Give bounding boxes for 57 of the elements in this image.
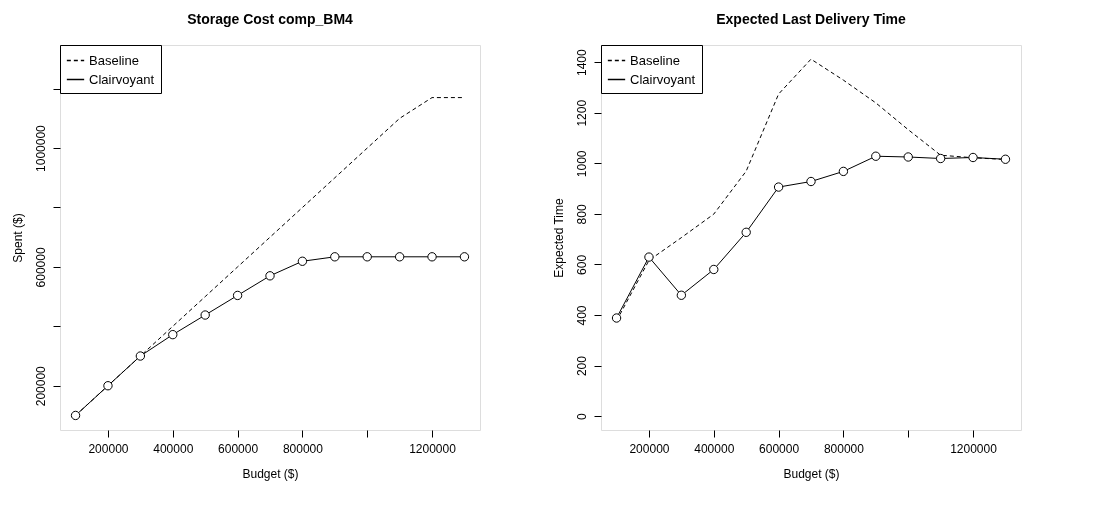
point: [362, 252, 372, 262]
point: [459, 252, 470, 262]
point: [968, 152, 978, 163]
y-tick-label: 0: [574, 412, 589, 420]
point: [741, 227, 751, 237]
point: [676, 290, 687, 300]
y-tick-label: 1200: [574, 99, 589, 127]
point: [70, 410, 81, 421]
y-tick-label: 1000000: [33, 124, 48, 172]
point: [232, 290, 243, 301]
point: [427, 252, 437, 262]
x-tick-label: 800000: [282, 441, 324, 456]
x-tick-label: 600000: [218, 441, 259, 456]
point: [871, 151, 881, 161]
y-tick-label: 200000: [33, 365, 48, 407]
point: [200, 310, 210, 320]
point: [611, 313, 622, 323]
legend-label: Clairvoyant: [630, 71, 696, 87]
y-axis-title: Spent ($): [10, 213, 25, 263]
point: [394, 252, 405, 262]
point: [1000, 154, 1011, 164]
legend-label: Baseline: [630, 52, 680, 68]
x-tick-label: 600000: [759, 441, 800, 456]
point: [103, 381, 113, 391]
point: [773, 182, 784, 192]
point: [297, 256, 308, 266]
y-tick-label: 1400: [574, 49, 589, 77]
y-tick-label: 200: [574, 355, 589, 377]
point: [644, 252, 654, 262]
x-tick-label: 200000: [629, 441, 670, 456]
point: [168, 329, 178, 340]
y-axis-title: Expected Time: [551, 197, 566, 278]
point: [330, 252, 340, 262]
legend-label: Baseline: [89, 52, 139, 68]
legend-label: Clairvoyant: [89, 71, 155, 87]
y-tick-label: 600: [574, 254, 589, 275]
point: [838, 166, 849, 177]
point: [265, 271, 275, 281]
x-tick-label: 1200000: [950, 441, 998, 456]
y-tick-label: 400: [574, 305, 589, 326]
chart-title: Expected Last Delivery Time: [716, 10, 907, 27]
point: [903, 152, 913, 162]
x-tick-label: 400000: [153, 441, 194, 456]
y-tick-label: 800: [574, 204, 589, 225]
point: [709, 264, 719, 275]
x-axis-title: Budget ($): [783, 466, 840, 481]
x-tick-label: 800000: [823, 441, 865, 456]
y-tick-label: 600000: [33, 247, 48, 288]
point: [806, 176, 816, 187]
y-tick-label: 1000: [574, 150, 589, 178]
chart-title: Storage Cost comp_BM4: [187, 10, 354, 27]
x-tick-label: 1200000: [409, 441, 457, 456]
point: [135, 351, 146, 361]
x-tick-label: 200000: [88, 441, 129, 456]
x-axis-title: Budget ($): [242, 466, 299, 481]
point: [935, 153, 946, 164]
x-tick-label: 400000: [694, 441, 735, 456]
